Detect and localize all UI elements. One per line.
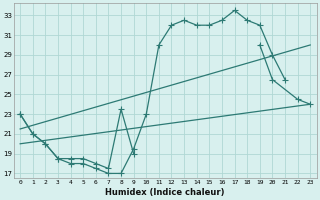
X-axis label: Humidex (Indice chaleur): Humidex (Indice chaleur) [106, 188, 225, 197]
